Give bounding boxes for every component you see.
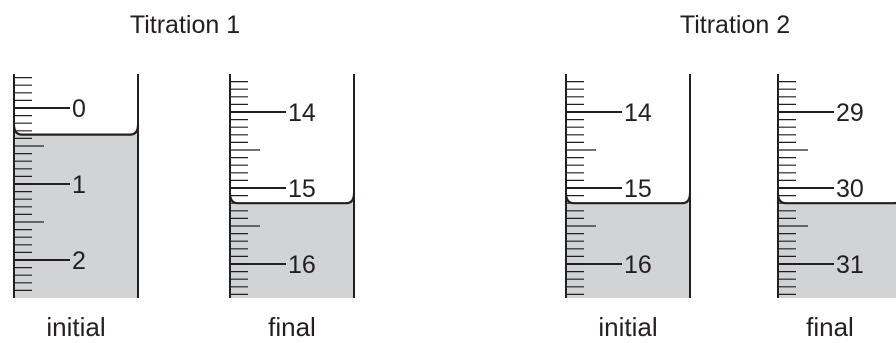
titration-1-final-label-14: 14: [288, 99, 316, 127]
titration-1-title: Titration 1: [130, 11, 240, 39]
titration-2-final-label-30: 30: [836, 175, 864, 203]
titration-2-final-label-29: 29: [836, 99, 864, 127]
titration-2-final-label-31: 31: [836, 251, 864, 279]
titration-1-initial-liquid: [14, 126, 138, 298]
titration-1-initial-caption: initial: [46, 312, 105, 338]
titration-2-initial-meniscus: [564, 193, 692, 205]
titration-1-final-caption: final: [268, 312, 316, 338]
titration-2-final-caption: final: [806, 312, 854, 338]
titration-2-final-liquid: [778, 195, 896, 298]
titration-1-final-label-16: 16: [288, 251, 316, 279]
titration-1-final-meniscus: [228, 193, 356, 205]
titration-2-initial-label-16: 16: [624, 251, 652, 279]
titration-2-initial-caption: initial: [598, 312, 657, 338]
titration-1-final-label-15: 15: [288, 175, 316, 203]
titration-1-initial-meniscus: [12, 124, 140, 136]
titration-2-final-meniscus: [776, 193, 896, 205]
titration-2-initial-liquid: [566, 195, 690, 298]
titration-1-initial-label-2: 2: [72, 247, 86, 275]
titration-2-initial-label-15: 15: [624, 175, 652, 203]
titration-1-final-liquid: [230, 195, 354, 298]
titration-1-initial-label-0: 0: [72, 95, 86, 123]
titration-1-initial-label-1: 1: [72, 171, 86, 199]
titration-2-initial-label-14: 14: [624, 99, 652, 127]
titration-2-title: Titration 2: [680, 11, 790, 39]
